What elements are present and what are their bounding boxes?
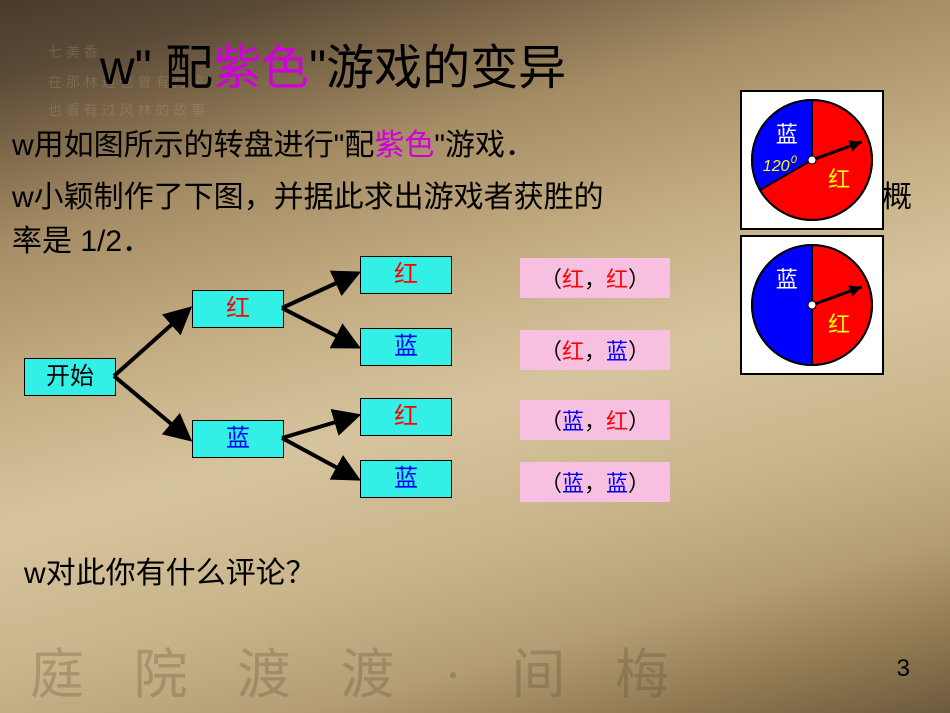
slide: 七 美 香 在 那 林 边 也 曾 有 月 来 也 看 有 过 风 林 的 故 … bbox=[0, 0, 950, 713]
svg-text:红: 红 bbox=[828, 167, 850, 192]
svg-text:0: 0 bbox=[791, 154, 798, 166]
line1-purple: 紫色 bbox=[374, 129, 434, 162]
svg-text:红: 红 bbox=[828, 312, 850, 337]
outcome-2: （红，蓝） bbox=[520, 330, 670, 370]
outcome-3-a: 蓝 bbox=[562, 409, 584, 434]
spinner-bottom-svg: 蓝红 bbox=[742, 237, 882, 373]
tree-mid2-label: 蓝 bbox=[226, 425, 250, 452]
tree-leaf2-label: 蓝 bbox=[394, 333, 418, 360]
outcome-2-b: 蓝 bbox=[606, 339, 628, 364]
outcome-1: （红，红） bbox=[520, 258, 670, 298]
outcome-3-b: 红 bbox=[606, 409, 628, 434]
tree-node-mid-1: 红 bbox=[192, 290, 284, 328]
svg-text:120: 120 bbox=[763, 158, 790, 175]
outcome-4: （蓝，蓝） bbox=[520, 462, 670, 502]
tree-leaf4-label: 蓝 bbox=[394, 465, 418, 492]
text-line-2-tail: 概 bbox=[882, 172, 912, 216]
tree-node-leaf-1: 红 bbox=[360, 256, 452, 294]
line1-post: "游戏． bbox=[434, 129, 535, 162]
line1-pre: w用如图所示的转盘进行"配 bbox=[12, 129, 374, 162]
tree-node-start: 开始 bbox=[24, 358, 116, 396]
outcome-2-a: 红 bbox=[562, 339, 584, 364]
tree-mid1-label: 红 bbox=[226, 295, 250, 322]
outcome-1-a: 红 bbox=[562, 267, 584, 292]
page-number: 3 bbox=[897, 655, 910, 683]
tree-node-leaf-4: 蓝 bbox=[360, 460, 452, 498]
title-post: "游戏的变异 bbox=[309, 42, 566, 95]
outcome-1-b: 红 bbox=[606, 267, 628, 292]
svg-text:蓝: 蓝 bbox=[776, 267, 798, 292]
tree-leaf3-label: 红 bbox=[394, 403, 418, 430]
tree-node-mid-2: 蓝 bbox=[192, 420, 284, 458]
tree-node-leaf-3: 红 bbox=[360, 398, 452, 436]
title-pre: w" 配 bbox=[100, 42, 213, 95]
text-line-3: 率是 1/2． bbox=[12, 216, 152, 260]
spinner-top-svg: 蓝红 1200 bbox=[742, 92, 882, 228]
decor-line-3: 也 看 有 过 风 林 的 故 事 bbox=[48, 100, 205, 120]
slide-title: w" 配紫色"游戏的变异 bbox=[100, 28, 566, 98]
tree-node-leaf-2: 蓝 bbox=[360, 328, 452, 366]
outcome-4-b: 蓝 bbox=[606, 471, 628, 496]
tree-start-label: 开始 bbox=[46, 363, 94, 390]
outcome-3: （蓝，红） bbox=[520, 400, 670, 440]
question-line: w对此你有什么评论？ bbox=[24, 548, 316, 592]
title-purple: 紫色 bbox=[213, 42, 309, 95]
decor-line-1: 七 美 香 bbox=[48, 42, 98, 62]
spinner-bottom: 蓝红 bbox=[740, 235, 884, 375]
outcome-4-a: 蓝 bbox=[562, 471, 584, 496]
svg-text:蓝: 蓝 bbox=[776, 122, 798, 147]
text-line-1: w用如图所示的转盘进行"配紫色"游戏． bbox=[12, 120, 535, 164]
tree-leaf1-label: 红 bbox=[394, 261, 418, 288]
text-line-2: w小颖制作了下图，并据此求出游戏者获胜的 bbox=[12, 172, 604, 216]
decor-calligraphy: 庭 院 渡 渡 · 间 梅 bbox=[30, 630, 687, 709]
spinner-top: 蓝红 1200 bbox=[740, 90, 884, 230]
